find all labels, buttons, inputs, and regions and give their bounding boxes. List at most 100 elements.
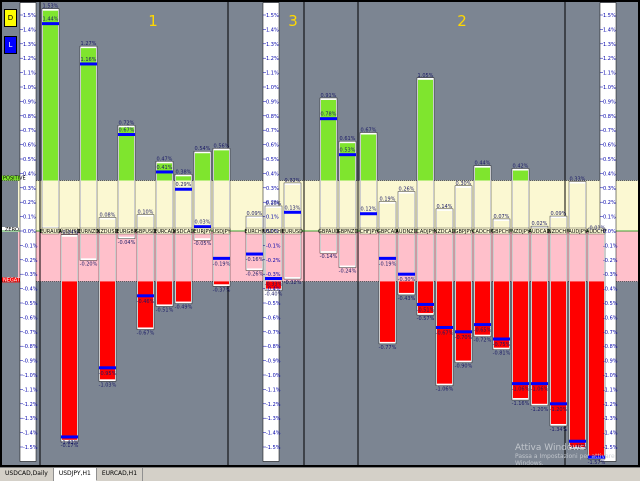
pair-label-bg-CHFJPY bbox=[359, 227, 378, 235]
axis-tick-label: -0.3% bbox=[603, 272, 618, 278]
low-value-label: -0.04% bbox=[118, 240, 136, 246]
axis-tick-label: 0.3% bbox=[603, 186, 616, 192]
current-marker-GBPAUD bbox=[320, 117, 337, 121]
axis-tick-label: -0.9% bbox=[603, 359, 618, 365]
current-marker-EURUSD bbox=[284, 210, 301, 214]
pair-label-bg-GBPUSD bbox=[136, 227, 155, 235]
bar-negative-NZDCAD bbox=[437, 281, 452, 384]
current-value-label: -0.95% bbox=[99, 371, 117, 377]
layout-toggle-button[interactable]: L bbox=[4, 36, 17, 54]
pair-label: AUDJPY bbox=[568, 229, 587, 235]
bar-neutral-neg-AUDJPY bbox=[570, 231, 585, 282]
current-marker-EURCHF bbox=[246, 252, 263, 256]
axis-tick-label: -0.7% bbox=[603, 330, 618, 336]
axis-tick-label: 0.2% bbox=[603, 200, 616, 206]
bar-positive-USDJPY bbox=[214, 150, 229, 181]
axis-tick-label: -0.3% bbox=[266, 272, 281, 278]
current-value-label: -0.65% bbox=[474, 328, 492, 334]
bar-neutral-neg-USDJPY bbox=[214, 231, 229, 282]
current-value-label: -0.67% bbox=[436, 330, 454, 336]
pair-label-bg-EURJPY bbox=[193, 227, 212, 235]
daily-toggle-button[interactable]: D bbox=[4, 9, 17, 27]
axis-tick-label: 0.1% bbox=[23, 215, 36, 221]
axis-tick-label: 1.2% bbox=[23, 56, 36, 62]
axis-tick-label: -1.2% bbox=[266, 402, 281, 408]
current-value-label: -0.16% bbox=[246, 257, 264, 263]
low-value-label: -0.37% bbox=[213, 287, 231, 293]
pair-label: NZDJPY bbox=[511, 229, 530, 235]
current-marker-EURCAD bbox=[156, 170, 173, 174]
axis-tick-label: 0.2% bbox=[23, 200, 36, 206]
axis-tick-label: 1.3% bbox=[603, 42, 616, 48]
pair-label: GBPCAD bbox=[377, 229, 398, 235]
axis-tick-label: 0.9% bbox=[603, 99, 616, 105]
axis-tick-label: 0.4% bbox=[603, 171, 616, 177]
current-marker-EURGBP bbox=[118, 133, 135, 137]
axis-tick-label: -0.9% bbox=[266, 359, 281, 365]
currency-strength-chart: POSITIVE ZERO NEGATIVE 1.5% 1.4% 1.3% 1.2% 1.1%… bbox=[0, 0, 640, 467]
current-value-label: -0.46% bbox=[137, 299, 155, 305]
bar-negative-GBPCHF bbox=[494, 281, 509, 348]
pair-label: NZDCAD bbox=[434, 229, 456, 235]
axis-tick-label: 0.4% bbox=[23, 171, 36, 177]
pair-label: GBPJPY bbox=[455, 229, 474, 235]
current-marker-AUDUSD bbox=[61, 435, 78, 439]
current-value-label: 0.41% bbox=[157, 165, 173, 171]
axis-tick-label: -0.4% bbox=[266, 287, 281, 293]
high-value-label: 0.08% bbox=[100, 212, 116, 218]
tab-eurcad-h1[interactable]: EURCAD,H1 bbox=[96, 468, 144, 481]
axis-tick-label: 0.7% bbox=[23, 128, 36, 134]
pair-label-bg-USDJPY bbox=[212, 227, 231, 235]
pair-label-bg-NZDJPY bbox=[511, 227, 530, 235]
bar-neutral-neg-GBPCHF bbox=[494, 231, 509, 282]
current-value-label: 0.67% bbox=[119, 128, 135, 134]
current-marker-NZDUSD bbox=[99, 366, 116, 370]
axis-tick-label: -1.4% bbox=[603, 431, 618, 437]
high-value-label: -0.04% bbox=[61, 230, 79, 236]
current-marker-CADJPY bbox=[417, 302, 434, 306]
bar-negative-GBPCAD bbox=[380, 281, 395, 342]
high-value-label: 0.07% bbox=[494, 214, 510, 220]
axis-tick-label: 1.0% bbox=[603, 85, 616, 91]
zone-label-positive: POSITIVE bbox=[3, 176, 26, 182]
current-value-label: 0.13% bbox=[285, 205, 301, 211]
bar-neutral-neg-GBPAUD bbox=[321, 231, 336, 252]
axis-tick-label: 0.5% bbox=[266, 157, 279, 163]
bar-neutral-pos-CHFJPY bbox=[361, 180, 376, 230]
tab-usdjpy-h1[interactable]: USDJPY,H1 bbox=[53, 468, 97, 481]
bar-negative-AUDNZD bbox=[399, 281, 414, 293]
bar-negative-EURCAD bbox=[157, 281, 172, 305]
bar-positive-CADCHF bbox=[475, 167, 490, 181]
bar-negative-NZDJPY bbox=[513, 281, 528, 399]
pair-label-bg-GBPCHF bbox=[492, 227, 511, 235]
axis-tick-label: -1.1% bbox=[23, 387, 38, 393]
bar-neutral-neg-GBPUSD bbox=[138, 231, 153, 282]
bar-positive-EURNZD bbox=[81, 48, 96, 181]
current-value-label: -0.19% bbox=[213, 261, 231, 267]
low-value-label: -0.90% bbox=[455, 364, 473, 370]
pair-label-bg-NZDUSD bbox=[98, 227, 117, 235]
pair-label-bg-NZDCAD bbox=[435, 227, 454, 235]
low-value-label: -0.72% bbox=[474, 338, 492, 344]
pair-label: EURCAD bbox=[154, 229, 175, 235]
bar-positive-EURGBP bbox=[119, 127, 134, 181]
axis-tick-label: 0.1% bbox=[266, 215, 279, 221]
current-value-label: -0.19% bbox=[379, 261, 397, 267]
current-value-label: -1.46% bbox=[569, 444, 587, 450]
pair-label: CADCHF bbox=[472, 229, 493, 235]
bar-neutral-pos-CADCHF bbox=[475, 180, 490, 231]
zone-label-negative: NEGATIVE bbox=[3, 277, 28, 283]
axis-tick-label: 0.5% bbox=[23, 157, 36, 163]
tab-usdcad-daily[interactable]: USDCAD,Daily bbox=[0, 468, 54, 481]
axis-tick-label: 0.4% bbox=[266, 171, 279, 177]
bar-positive-GBPNZD bbox=[340, 143, 355, 181]
axis-tick-label: 0.7% bbox=[603, 128, 616, 134]
axis-tick-label: -0.1% bbox=[23, 243, 38, 249]
bar-neutral-neg-EURUSD bbox=[285, 231, 300, 278]
bar-neutral-pos-NZDCAD bbox=[437, 210, 452, 231]
axis-tick-label: -1.0% bbox=[23, 373, 38, 379]
pair-label: AUDCHF bbox=[586, 229, 607, 235]
bar-neutral-pos-AUDJPY bbox=[570, 183, 585, 231]
bar-neutral-neg-NZDJPY bbox=[513, 231, 528, 282]
axis-tick-label: -0.8% bbox=[23, 344, 38, 350]
